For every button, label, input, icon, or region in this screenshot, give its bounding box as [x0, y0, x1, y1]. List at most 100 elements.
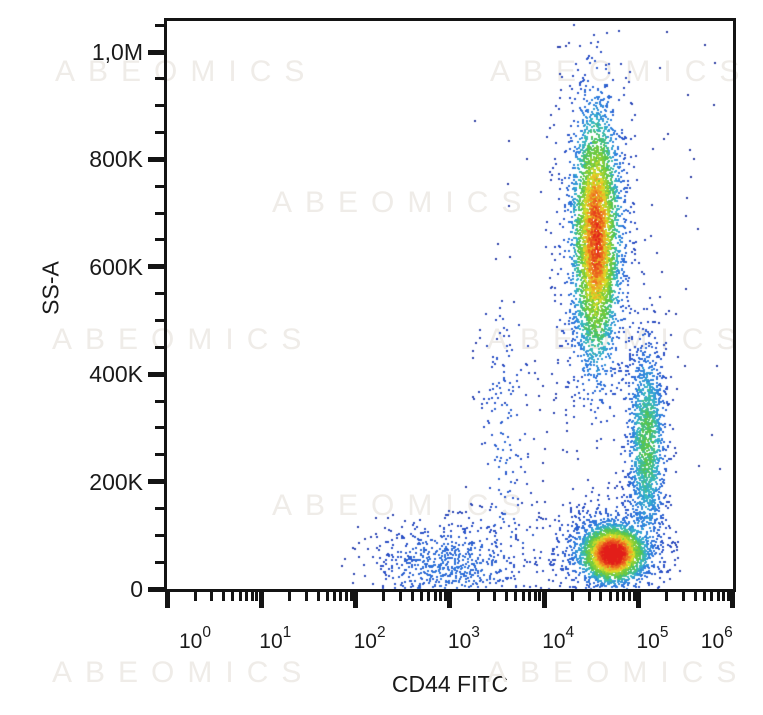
plot-area-border	[164, 18, 736, 592]
x-tick-label: 104	[542, 624, 574, 654]
y-minor-tick	[155, 319, 164, 322]
x-tick-exponent: 3	[471, 624, 480, 641]
y-minor-tick	[155, 211, 164, 215]
y-minor-tick	[155, 399, 164, 403]
y-minor-tick	[155, 345, 164, 349]
x-minor-tick	[420, 592, 423, 601]
y-tick-label: 1,0M	[91, 39, 143, 65]
x-tick-exponent: 2	[376, 624, 386, 641]
x-tick-base: 10	[179, 630, 203, 653]
x-major-tick	[730, 592, 736, 608]
x-major-tick	[636, 592, 641, 608]
x-minor-tick	[726, 592, 730, 601]
x-minor-tick	[333, 592, 337, 601]
x-minor-tick	[521, 592, 525, 601]
y-major-tick	[148, 49, 164, 55]
x-minor-tick	[427, 592, 431, 601]
x-minor-tick	[193, 592, 197, 601]
x-minor-tick	[476, 592, 480, 601]
x-tick-label: 101	[259, 624, 291, 654]
x-major-tick	[447, 592, 453, 608]
y-minor-tick	[155, 560, 164, 564]
x-minor-tick	[444, 592, 448, 601]
y-major-tick	[148, 156, 164, 162]
y-tick-label: 800K	[89, 146, 143, 173]
x-minor-tick	[681, 592, 685, 601]
x-minor-tick	[231, 592, 235, 601]
x-tick-base: 10	[636, 630, 660, 653]
x-minor-tick	[255, 592, 259, 601]
x-minor-tick	[238, 592, 242, 601]
x-minor-tick	[622, 592, 626, 601]
x-minor-tick	[210, 592, 214, 601]
x-tick-exponent: 0	[202, 624, 211, 641]
x-minor-tick	[304, 592, 308, 601]
x-minor-tick	[325, 592, 329, 601]
x-minor-tick	[538, 592, 542, 601]
x-minor-tick	[493, 592, 497, 601]
x-tick-label: 103	[448, 624, 480, 654]
x-minor-tick	[439, 592, 443, 601]
y-minor-tick	[155, 77, 164, 81]
x-minor-tick	[528, 592, 532, 601]
x-minor-tick	[722, 592, 726, 601]
x-tick-label: 105	[637, 624, 669, 654]
x-minor-tick	[245, 592, 249, 601]
y-tick-label: 600K	[89, 253, 143, 280]
y-tick-label: 200K	[89, 468, 143, 495]
x-major-tick	[353, 592, 359, 608]
y-minor-tick	[155, 131, 164, 135]
x-minor-tick	[344, 592, 348, 601]
y-minor-tick	[155, 238, 164, 242]
x-minor-tick	[433, 592, 437, 601]
y-minor-tick	[155, 453, 164, 457]
x-major-tick	[258, 592, 264, 608]
x-minor-tick	[710, 592, 714, 601]
x-minor-tick	[665, 592, 669, 601]
x-minor-tick	[608, 592, 612, 601]
x-tick-base: 10	[447, 630, 472, 653]
x-major-tick	[164, 592, 170, 608]
x-tick-exponent: 6	[724, 624, 733, 641]
x-minor-tick	[514, 592, 518, 601]
x-minor-tick	[716, 592, 720, 601]
x-tick-exponent: 1	[282, 624, 292, 641]
x-minor-tick	[410, 592, 414, 601]
x-tick-base: 10	[353, 630, 377, 653]
y-major-tick	[148, 264, 164, 270]
y-major-tick	[148, 586, 164, 592]
x-minor-tick	[316, 592, 320, 601]
x-major-tick	[541, 592, 547, 608]
x-minor-tick	[693, 592, 697, 601]
x-tick-base: 10	[700, 630, 725, 653]
x-minor-tick	[288, 592, 292, 601]
x-tick-label: 102	[354, 624, 386, 654]
x-minor-tick	[505, 592, 509, 601]
y-tick-label: 0	[130, 576, 143, 602]
x-minor-tick	[702, 592, 706, 601]
x-minor-tick	[627, 592, 631, 601]
x-minor-tick	[349, 592, 353, 601]
y-minor-tick	[155, 506, 164, 510]
x-minor-tick	[222, 592, 226, 601]
y-minor-tick	[155, 533, 164, 537]
y-major-tick	[148, 371, 164, 377]
x-tick-base: 10	[259, 630, 283, 653]
y-minor-tick	[155, 426, 164, 430]
x-minor-tick	[632, 592, 636, 601]
x-minor-tick	[599, 592, 603, 601]
x-minor-tick	[533, 592, 537, 601]
x-minor-tick	[339, 592, 343, 601]
x-minor-tick	[571, 592, 575, 601]
x-tick-label: 100	[179, 624, 211, 654]
y-minor-tick	[155, 184, 164, 188]
x-tick-base: 10	[542, 630, 566, 653]
x-minor-tick	[399, 592, 403, 601]
y-tick-label: 400K	[89, 361, 143, 388]
x-minor-tick	[616, 592, 620, 601]
x-minor-tick	[250, 592, 254, 601]
y-major-tick	[148, 479, 164, 485]
